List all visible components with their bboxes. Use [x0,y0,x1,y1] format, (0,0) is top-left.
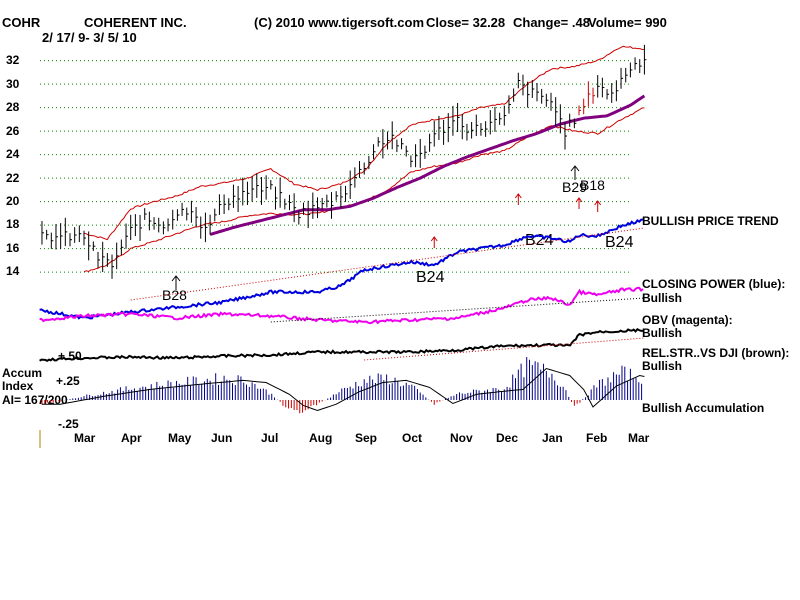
x-tick-label: Aug [309,431,332,445]
signal-arrow [514,193,522,205]
closing-power-line [39,218,644,320]
rel-str-line [39,327,644,362]
grid-layer [39,60,630,448]
x-tick-label: Mar [74,431,96,445]
obv-line [39,286,644,325]
company-name: COHERENT INC. [84,15,187,30]
accum-label: Bullish Accumulation [642,401,764,415]
ai-score: AI= 167/200 [2,393,68,407]
change-value: Change= .48 [513,15,590,30]
obv-status: Bullish [642,326,682,340]
x-tick-label: Jul [261,431,278,445]
copyright: (C) 2010 www.tigersoft.com [254,15,424,30]
accum-panel-label: Accum [2,366,42,380]
index-panel-label: Index [2,379,34,393]
y-tick-label: 30 [6,77,20,91]
upper-band-line [83,45,645,241]
x-tick-label: Sep [355,431,377,445]
close-value: Close= 32.28 [426,15,505,30]
indicator-layer [39,218,645,362]
ticker: COHR [2,15,41,30]
price-layer [41,44,647,290]
signal-label: B24 [525,232,554,249]
ma-line [209,94,646,236]
obv-label: OBV (magenta): [642,313,733,327]
x-tick-label: Oct [402,431,422,445]
accum-ma-line [42,367,645,412]
x-tick-label: Nov [450,431,473,445]
y-tick-label: 26 [6,124,20,138]
signal-label: B18 [580,177,605,193]
x-tick-label: Jun [211,431,232,445]
accum-tick-plus50: +.50 [58,349,82,363]
signal-arrow [430,236,438,248]
signal-arrow [570,165,580,180]
rel-str-trend [364,337,645,361]
x-tick-label: Jan [542,431,563,445]
rel-str-status: Bullish [642,359,682,373]
y-tick-label: 14 [6,264,20,278]
accum-layer [41,357,645,414]
volume-value: Volume= 990 [588,15,667,30]
y-tick-label: 18 [6,217,20,231]
rel-str-label: REL.STR..VS DJI (brown): [642,346,789,360]
signal-label: B28 [162,287,187,303]
date-range: 2/ 17/ 9- 3/ 5/ 10 [42,30,137,45]
y-tick-label: 24 [6,147,20,161]
accum-tick-plus25: +.25 [56,374,80,388]
closing-power-status: Bullish [642,291,682,305]
signal-label: B29 [562,179,587,195]
x-tick-label: May [168,431,192,445]
x-tick-label: Feb [586,431,607,445]
signal-arrow [594,200,602,212]
signal-arrow [575,197,583,209]
y-tick-label: 22 [6,171,20,185]
y-tick-label: 32 [6,53,20,67]
x-tick-label: Dec [496,431,518,445]
closing-power-trend [130,227,645,301]
y-tick-label: 28 [6,100,20,114]
y-tick-label: 20 [6,194,20,208]
signal-label: B24 [416,269,445,286]
price-trend-label: BULLISH PRICE TREND [642,214,779,228]
signal-label: B24 [605,234,634,251]
x-tick-label: Apr [121,431,142,445]
y-tick-label: 16 [6,241,20,255]
closing-power-label: CLOSING POWER (blue): [642,277,785,291]
signal-arrow [171,275,181,290]
accum-tick-minus25: -.25 [58,417,79,431]
x-tick-label: Mar [628,431,650,445]
